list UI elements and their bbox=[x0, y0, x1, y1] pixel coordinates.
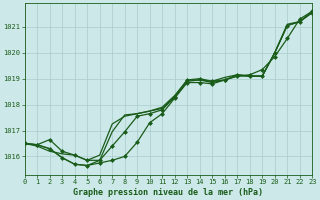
X-axis label: Graphe pression niveau de la mer (hPa): Graphe pression niveau de la mer (hPa) bbox=[74, 188, 263, 197]
